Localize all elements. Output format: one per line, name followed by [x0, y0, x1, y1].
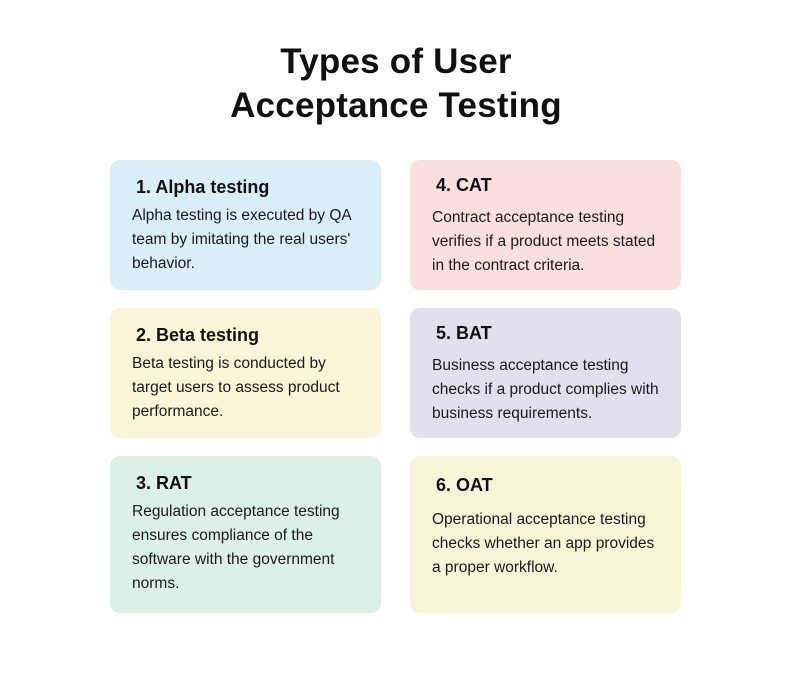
card-bat: 5. BAT Business acceptance testing check… [410, 308, 681, 438]
card-heading: 4. CAT [436, 175, 492, 195]
card-heading: 3. RAT [136, 473, 192, 493]
title-line-2: Acceptance Testing [230, 86, 562, 125]
card-text: Alpha testing is executed by QA team by … [132, 207, 351, 272]
card-text: Operational acceptance testing checks wh… [432, 511, 655, 576]
card-heading: 5. BAT [436, 323, 492, 343]
card-heading: 2. Beta testing [136, 325, 260, 345]
card-text: Contract acceptance testing verifies if … [432, 209, 656, 274]
card-heading: 6. OAT [436, 475, 493, 495]
card-alpha-testing: 1. Alpha testing Alpha testing is execut… [110, 160, 381, 290]
card-text: Business acceptance testing checks if a … [432, 357, 659, 422]
card-text: Regulation acceptance testing ensures co… [132, 503, 340, 592]
page-title: Types of User Acceptance Testing [0, 40, 792, 128]
card-beta-testing: 2. Beta testing Beta testing is conducte… [110, 308, 381, 438]
card-cat: 4. CAT Contract acceptance testing verif… [410, 160, 681, 290]
card-heading: 1. Alpha testing [136, 177, 270, 197]
title-line-1: Types of User [280, 42, 512, 81]
card-rat: 3. RAT Regulation acceptance testing ens… [110, 456, 381, 613]
card-text: Beta testing is conducted by target user… [132, 355, 340, 420]
card-oat: 6. OAT Operational acceptance testing ch… [410, 456, 681, 613]
